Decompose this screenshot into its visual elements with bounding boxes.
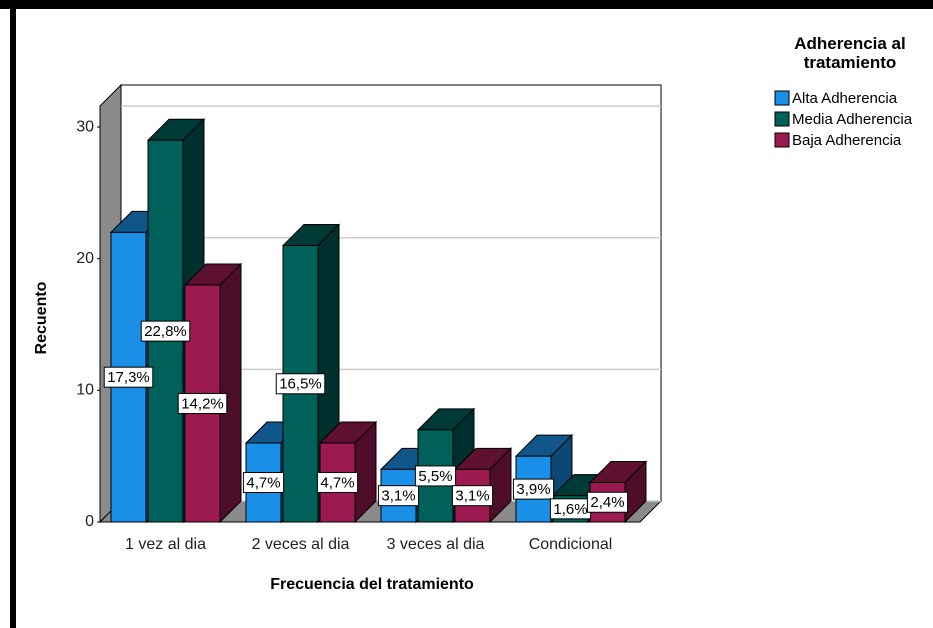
border-top (0, 0, 933, 9)
x-tick-label: Condicional (529, 536, 613, 553)
data-label: 4,7% (316, 472, 359, 494)
data-label-box (275, 373, 326, 395)
data-label-text: 2,4% (590, 494, 624, 511)
legend-label: Alta Adherencia (792, 90, 898, 107)
data-label-box (586, 491, 629, 513)
data-label-text: 3,1% (455, 488, 489, 505)
legend-title: Adherencia al tratamiento (794, 34, 906, 72)
y-tick-label: 10 (76, 382, 94, 399)
x-tick-label: 3 veces al dia (387, 536, 485, 553)
data-label-box (377, 485, 420, 507)
data-label: 2,4% (586, 491, 629, 513)
y-tick-label: 0 (85, 513, 94, 530)
data-label: 3,1% (451, 485, 494, 507)
data-label-text: 1,6% (553, 501, 587, 518)
legend-swatch (774, 111, 790, 127)
legend-label: Baja Adherencia (792, 132, 902, 149)
data-label-box (242, 472, 285, 494)
data-label-box (177, 393, 228, 415)
data-label: 16,5% (275, 373, 326, 395)
border-left (10, 0, 16, 628)
data-label: 3,9% (512, 478, 555, 500)
data-label-box (316, 472, 359, 494)
legend-swatch (774, 132, 790, 148)
data-label: 4,7% (242, 472, 285, 494)
data-label-text: 16,5% (279, 376, 322, 393)
data-label-text: 5,5% (418, 468, 452, 485)
data-label-box (414, 465, 457, 487)
data-label-text: 17,3% (107, 369, 150, 386)
data-label: 1,6% (549, 498, 592, 520)
x-axis-title: Frecuencia del tratamiento (270, 576, 474, 593)
legend-label: Media Adherencia (792, 111, 913, 128)
data-label-text: 4,7% (320, 474, 354, 491)
data-label: 5,5% (414, 465, 457, 487)
x-tick-label: 1 vez al dia (125, 536, 206, 553)
data-label: 3,1% (377, 485, 420, 507)
data-label-box (451, 485, 494, 507)
data-label-box (512, 478, 555, 500)
legend-swatch (774, 90, 790, 106)
y-tick-label: 30 (76, 118, 94, 135)
bar (453, 447, 513, 524)
data-label: 14,2% (177, 393, 228, 415)
data-label-text: 22,8% (144, 323, 187, 340)
data-label-box (140, 320, 191, 342)
data-label-box (103, 366, 154, 388)
data-label-text: 3,1% (381, 488, 415, 505)
x-tick-label: 2 veces al dia (252, 536, 350, 553)
y-tick-label: 20 (76, 250, 94, 267)
data-label: 17,3% (103, 366, 154, 388)
data-label-text: 3,9% (516, 481, 550, 498)
y-axis-title: Recuento (33, 281, 50, 354)
data-label-text: 4,7% (246, 474, 280, 491)
data-label: 22,8% (140, 320, 191, 342)
data-label-text: 14,2% (181, 395, 224, 412)
